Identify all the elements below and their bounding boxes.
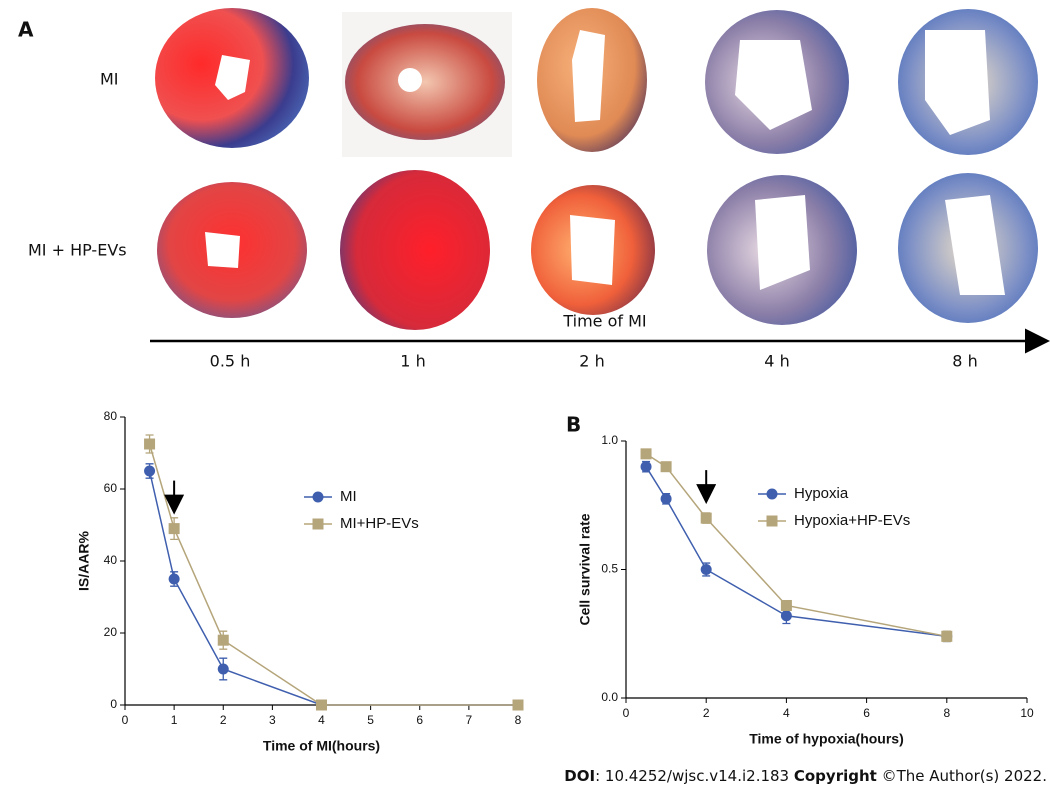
- x-tick-label: 2: [220, 713, 227, 727]
- x-tick-label: 8: [515, 713, 522, 727]
- series-line: [646, 454, 947, 636]
- legend-label: Hypoxia: [794, 485, 849, 502]
- y-tick-label: 40: [104, 553, 118, 567]
- y-tick-label: 60: [104, 481, 118, 495]
- figure: A MI MI + HP-EVs Time of MI 0.5 h 1 h 2 …: [0, 0, 1050, 789]
- row-label: MI: [100, 70, 119, 89]
- marker: [218, 635, 229, 646]
- y-axis-label: Cell survival rate: [577, 513, 593, 625]
- marker: [641, 461, 652, 472]
- marker: [661, 493, 672, 504]
- time-label: 8 h: [952, 352, 977, 371]
- legend-label: MI: [340, 488, 357, 505]
- marker: [144, 439, 155, 450]
- marker: [701, 513, 712, 524]
- legend-label: Hypoxia+HP-EVs: [794, 512, 910, 529]
- y-tick-label: 0: [110, 697, 117, 711]
- marker: [701, 564, 712, 575]
- series-line: [150, 471, 518, 705]
- footer: DOI: 10.4252/wjsc.v14.i2.183 Copyright ©…: [564, 767, 1047, 785]
- marker: [169, 523, 180, 534]
- marker: [641, 448, 652, 459]
- x-tick-label: 4: [318, 713, 325, 727]
- row-label: MI + HP-EVs: [28, 241, 127, 260]
- panel-label: B: [566, 413, 581, 437]
- copyright-label: Copyright: [794, 767, 877, 785]
- marker: [513, 700, 524, 711]
- x-tick-label: 1: [171, 713, 178, 727]
- heart-images: [155, 8, 1038, 330]
- y-tick-label: 0.0: [601, 690, 618, 704]
- panel-label: A: [18, 18, 34, 42]
- x-tick-label: 6: [863, 706, 870, 720]
- marker: [218, 664, 229, 675]
- x-tick-label: 6: [416, 713, 423, 727]
- series-line: [150, 444, 518, 705]
- x-tick-label: 3: [269, 713, 276, 727]
- marker: [661, 461, 672, 472]
- y-tick-label: 20: [104, 625, 118, 639]
- x-axis-label: Time of MI(hours): [263, 738, 380, 754]
- marker: [941, 631, 952, 642]
- doi: : 10.4252/wjsc.v14.i2.183: [595, 767, 794, 785]
- x-tick-label: 8: [943, 706, 950, 720]
- y-tick-label: 1.0: [601, 433, 618, 447]
- copyright: ©The Author(s) 2022.: [877, 767, 1047, 785]
- time-label: 4 h: [764, 352, 789, 371]
- marker: [144, 466, 155, 477]
- legend-marker: [767, 489, 778, 500]
- time-label: 1 h: [400, 352, 425, 371]
- x-tick-label: 5: [367, 713, 374, 727]
- legend-marker: [313, 519, 324, 530]
- doi-label: DOI: [564, 767, 595, 785]
- x-axis-label: Time of hypoxia(hours): [749, 731, 904, 747]
- legend-marker: [767, 516, 778, 527]
- legend-label: MI+HP-EVs: [340, 515, 419, 532]
- x-tick-label: 10: [1020, 706, 1034, 720]
- marker: [169, 574, 180, 585]
- y-axis-label: IS/AAR%: [76, 531, 92, 591]
- time-label: 2 h: [579, 352, 604, 371]
- x-tick-label: 0: [122, 713, 129, 727]
- marker: [781, 610, 792, 621]
- x-tick-label: 4: [783, 706, 790, 720]
- y-tick-label: 80: [104, 409, 118, 423]
- x-tick-label: 2: [703, 706, 710, 720]
- time-label: 0.5 h: [210, 352, 251, 371]
- y-tick-label: 0.5: [601, 562, 618, 576]
- x-tick-label: 7: [466, 713, 473, 727]
- x-tick-label: 0: [623, 706, 630, 720]
- axis-title: Time of MI: [562, 312, 646, 331]
- legend-marker: [313, 492, 324, 503]
- marker: [781, 600, 792, 611]
- marker: [316, 700, 327, 711]
